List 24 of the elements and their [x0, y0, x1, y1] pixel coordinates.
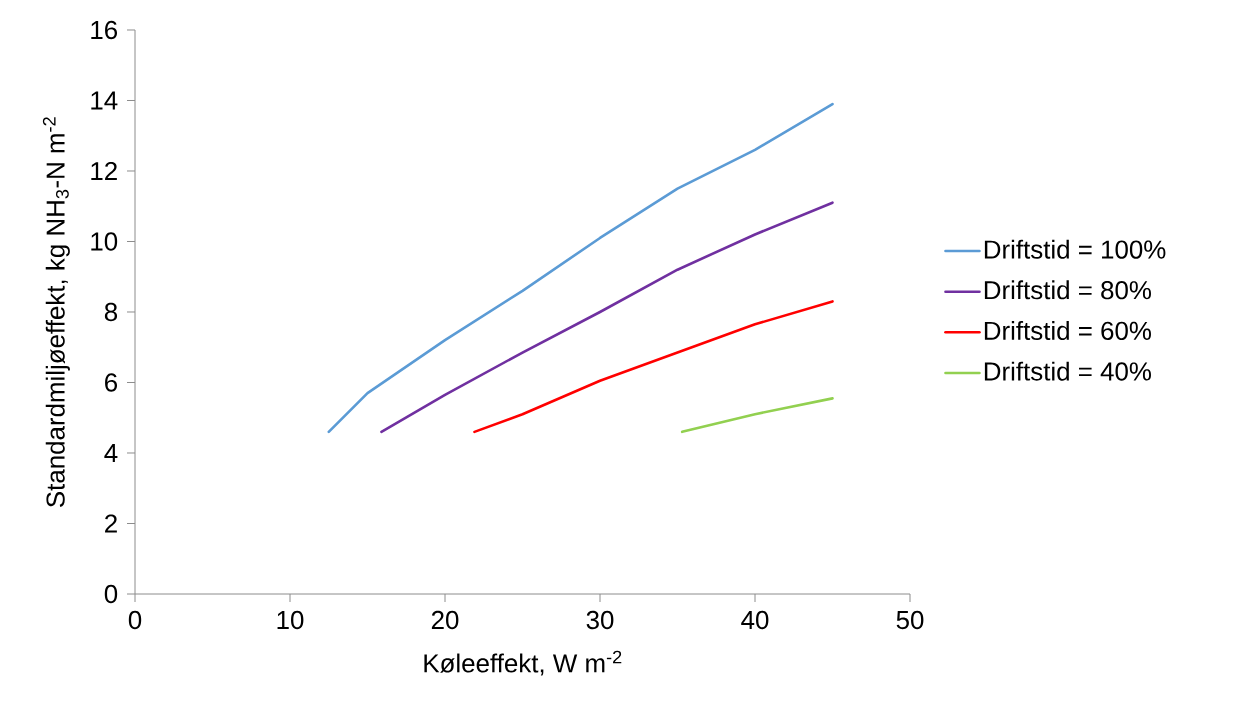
legend-label: Driftstid = 100%	[984, 239, 1166, 259]
y-tick-label: 8	[104, 302, 118, 322]
x-axis-title: Køleeffekt, W m$^{-2}$	[424, 650, 622, 676]
y-tick-label: 10	[91, 232, 118, 251]
legend-label: Driftstid = 80%	[984, 280, 1151, 300]
y-tick-label: 0	[104, 584, 118, 604]
x-tick-label: 50	[896, 610, 924, 630]
x-tick-label: 0	[128, 610, 142, 630]
line-series	[380, 201, 834, 434]
y-tick-label: 6	[105, 373, 118, 392]
x-tick-label: 30	[586, 610, 614, 630]
y-tick-label: 14	[91, 91, 118, 110]
y-tick-label: 16	[91, 20, 118, 40]
legend-label: Driftstid = 60%	[984, 320, 1151, 341]
legend-label: Driftstid = 40%	[984, 361, 1151, 381]
line-series	[473, 300, 834, 434]
y-axis-title: Standardmiljøeffekt, kg NH$_{3}$-N m$^{-2}$	[42, 117, 70, 507]
x-tick-label: 10	[277, 610, 304, 630]
x-tick-label: 40	[741, 610, 769, 630]
y-tick-label: 12	[91, 161, 117, 181]
x-tick-label: 20	[431, 610, 459, 630]
line-series	[327, 102, 834, 434]
y-tick-label: 2	[105, 514, 117, 533]
y-tick-label: 4	[104, 444, 118, 462]
